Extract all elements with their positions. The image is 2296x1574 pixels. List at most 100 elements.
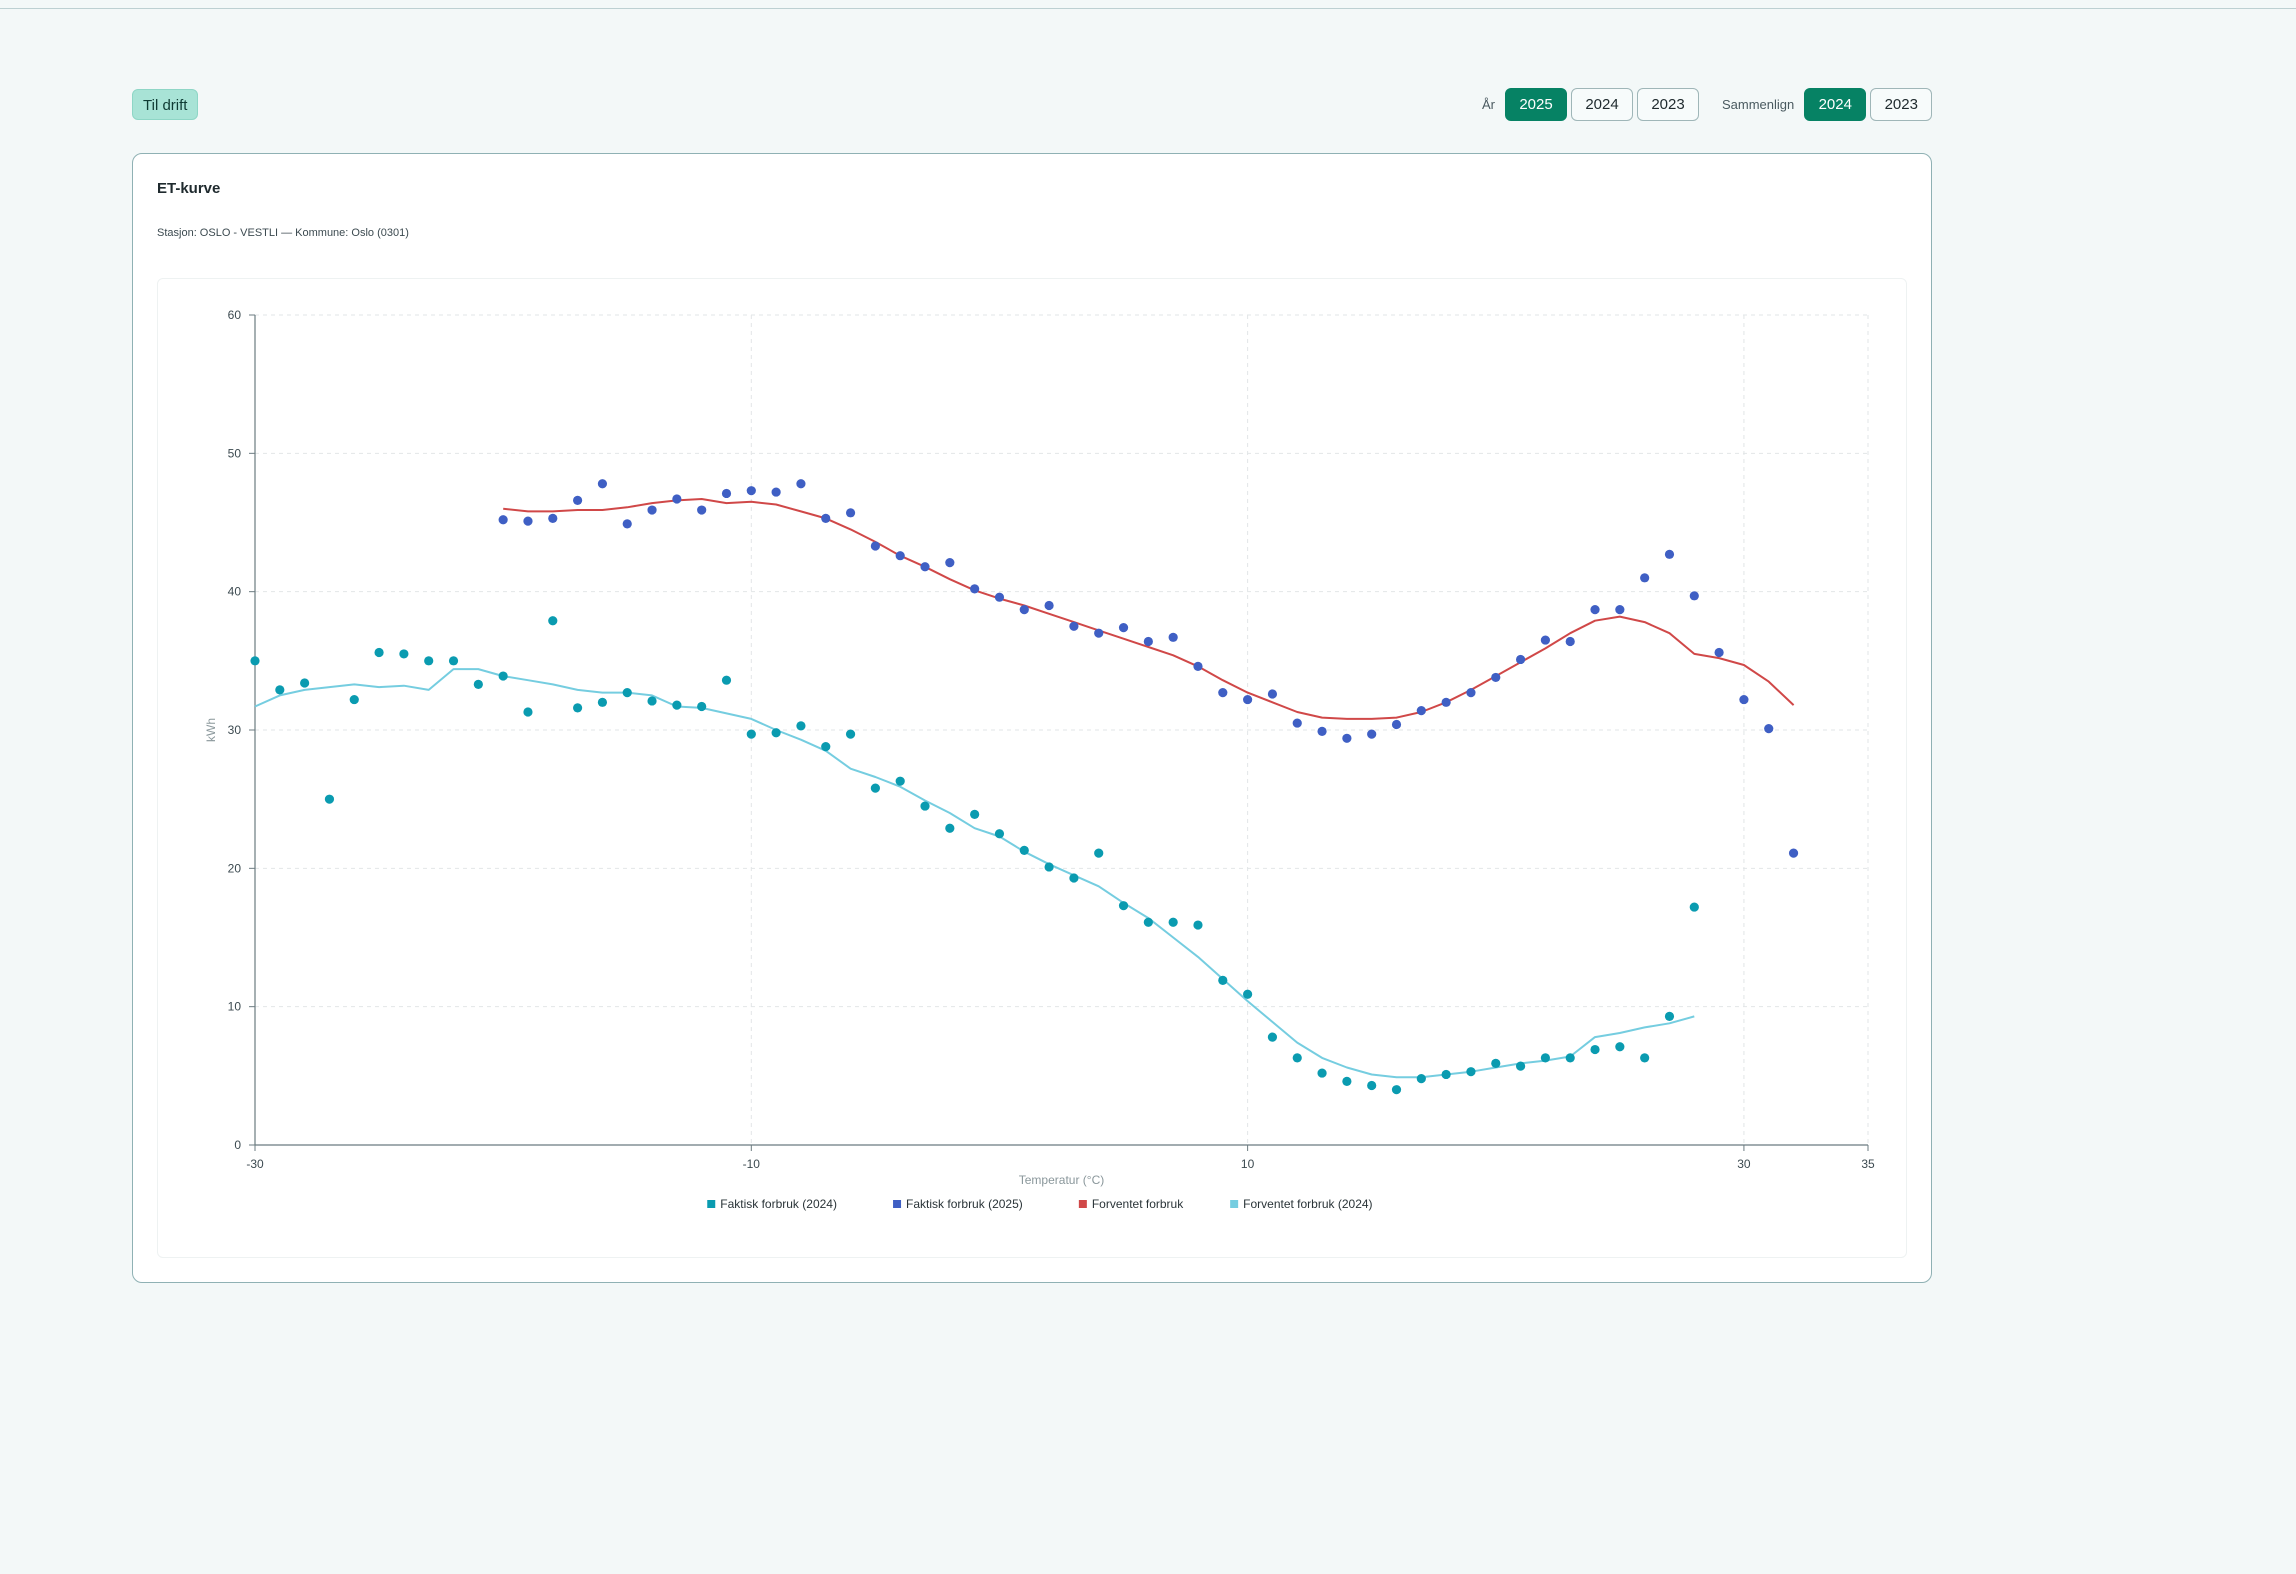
y-tick-label: 10 [228,1000,242,1014]
year-2024-button[interactable]: 2024 [1571,88,1633,121]
card-title: ET-kurve [157,180,221,197]
data-point-series-0 [1689,902,1699,912]
data-point-series-1 [647,505,657,515]
data-point-series-1 [1515,654,1526,665]
data-point-series-1 [746,486,756,496]
data-point-series-0 [697,701,707,712]
data-point-series-1 [1615,605,1625,615]
data-point-series-1 [1143,636,1153,647]
data-point-series-0 [746,729,756,739]
data-point-series-0 [424,656,434,666]
data-point-series-0 [349,694,359,705]
top-divider [0,8,2296,9]
data-point-series-1 [771,487,781,497]
chart-container: 0 10 20 30 40 50 60 -30 -10 10 30 35 Temperatur (°C)… [157,278,1907,1258]
y-axis-title: kWh [204,718,218,742]
data-point-series-0 [1615,1042,1625,1052]
data-point-series-1 [697,505,707,515]
data-point-series-1 [1491,672,1501,683]
year-label: År [1482,97,1495,112]
data-point-series-1 [1243,694,1253,705]
data-point-series-0 [1218,975,1228,985]
data-point-series-0 [1441,1069,1451,1080]
data-point-series-1 [994,592,1005,602]
et-curve-card: ET-kurve Stasjon: OSLO - VESTLI — Kommun… [132,153,1932,1283]
data-point-series-1 [573,495,583,505]
back-to-operations-button[interactable]: Til drift [132,89,199,120]
data-point-series-0 [1019,845,1029,855]
data-point-series-0 [1143,917,1153,927]
data-point-series-1 [1292,718,1302,728]
data-point-series-1 [1069,621,1079,631]
data-point-series-0 [1391,1085,1402,1095]
data-point-series-1 [622,519,632,529]
data-point-series-0 [1491,1058,1501,1068]
legend-swatch-0 [707,1200,716,1208]
data-point-series-1 [945,558,955,568]
year-2023-button[interactable]: 2023 [1637,88,1699,121]
data-point-series-1 [1590,605,1600,615]
station-subtitle: Stasjon: OSLO - VESTLI — Kommune: Oslo (… [157,227,409,239]
series-line-2 [503,498,1795,720]
data-point-series-1 [672,494,682,504]
data-point-series-0 [1367,1080,1377,1091]
data-point-series-0 [647,696,657,706]
et-curve-chart: 0 10 20 30 40 50 60 -30 -10 10 30 35 Temperatur (°C)… [204,308,1875,1211]
data-point-series-0 [1565,1053,1575,1063]
legend-label-1[interactable]: Faktisk forbruk (2025) [906,1197,1023,1211]
data-point-series-0 [1069,873,1079,883]
data-point-series-0 [845,729,856,739]
data-point-series-0 [994,829,1005,839]
data-point-series-1 [970,584,980,594]
data-point-series-0 [473,679,483,689]
data-point-series-0 [1640,1053,1650,1063]
x-tick-label: 30 [1737,1157,1751,1171]
data-point-series-0 [945,823,955,833]
data-point-series-1 [1565,636,1575,647]
data-point-series-0 [1540,1053,1550,1063]
data-point-series-1 [1342,733,1352,743]
data-point-series-0 [870,783,880,793]
data-point-series-0 [821,742,831,752]
x-tick-label: -30 [246,1157,264,1171]
data-point-series-0 [548,616,558,626]
data-point-series-1 [1218,688,1228,698]
y-tick-label: 40 [228,585,242,599]
data-point-series-1 [1739,694,1749,705]
data-point-series-1 [1118,623,1129,633]
data-point-series-0 [895,776,905,786]
data-point-series-0 [573,703,583,713]
data-point-series-0 [300,678,310,688]
data-point-series-1 [1019,605,1029,615]
data-point-series-1 [796,479,806,489]
data-point-series-0 [672,700,682,710]
year-2025-button[interactable]: 2025 [1505,88,1567,121]
compare-year-2024-button[interactable]: 2024 [1804,88,1867,121]
compare-selector: Sammenlign 2024 2023 [1722,88,1933,121]
data-point-series-1 [1640,573,1650,583]
data-point-series-1 [845,508,856,518]
legend-label-3[interactable]: Forventet forbruk (2024) [1243,1197,1372,1211]
data-point-series-0 [275,685,285,695]
data-point-series-1 [895,551,905,561]
data-point-series-0 [721,675,732,685]
data-point-series-0 [1267,1032,1278,1042]
data-point-series-0 [324,794,335,804]
y-tick-label: 20 [228,861,242,875]
data-point-series-1 [821,513,831,523]
legend-label-2[interactable]: Forventet forbruk [1092,1197,1184,1211]
data-point-series-0 [796,721,806,731]
compare-year-2023-button[interactable]: 2023 [1870,88,1933,121]
data-point-series-1 [920,562,930,572]
legend-swatch-1 [893,1200,902,1208]
legend-swatch-2 [1078,1200,1087,1208]
legend-label-0[interactable]: Faktisk forbruk (2024) [720,1197,837,1211]
y-tick-label: 50 [228,446,242,460]
data-point-series-0 [374,647,384,658]
data-point-series-1 [1764,724,1774,734]
data-point-series-1 [1689,591,1699,601]
data-point-series-0 [1044,862,1054,872]
data-point-series-0 [1094,848,1104,858]
data-point-series-0 [1466,1067,1476,1077]
data-point-series-1 [1267,689,1278,699]
